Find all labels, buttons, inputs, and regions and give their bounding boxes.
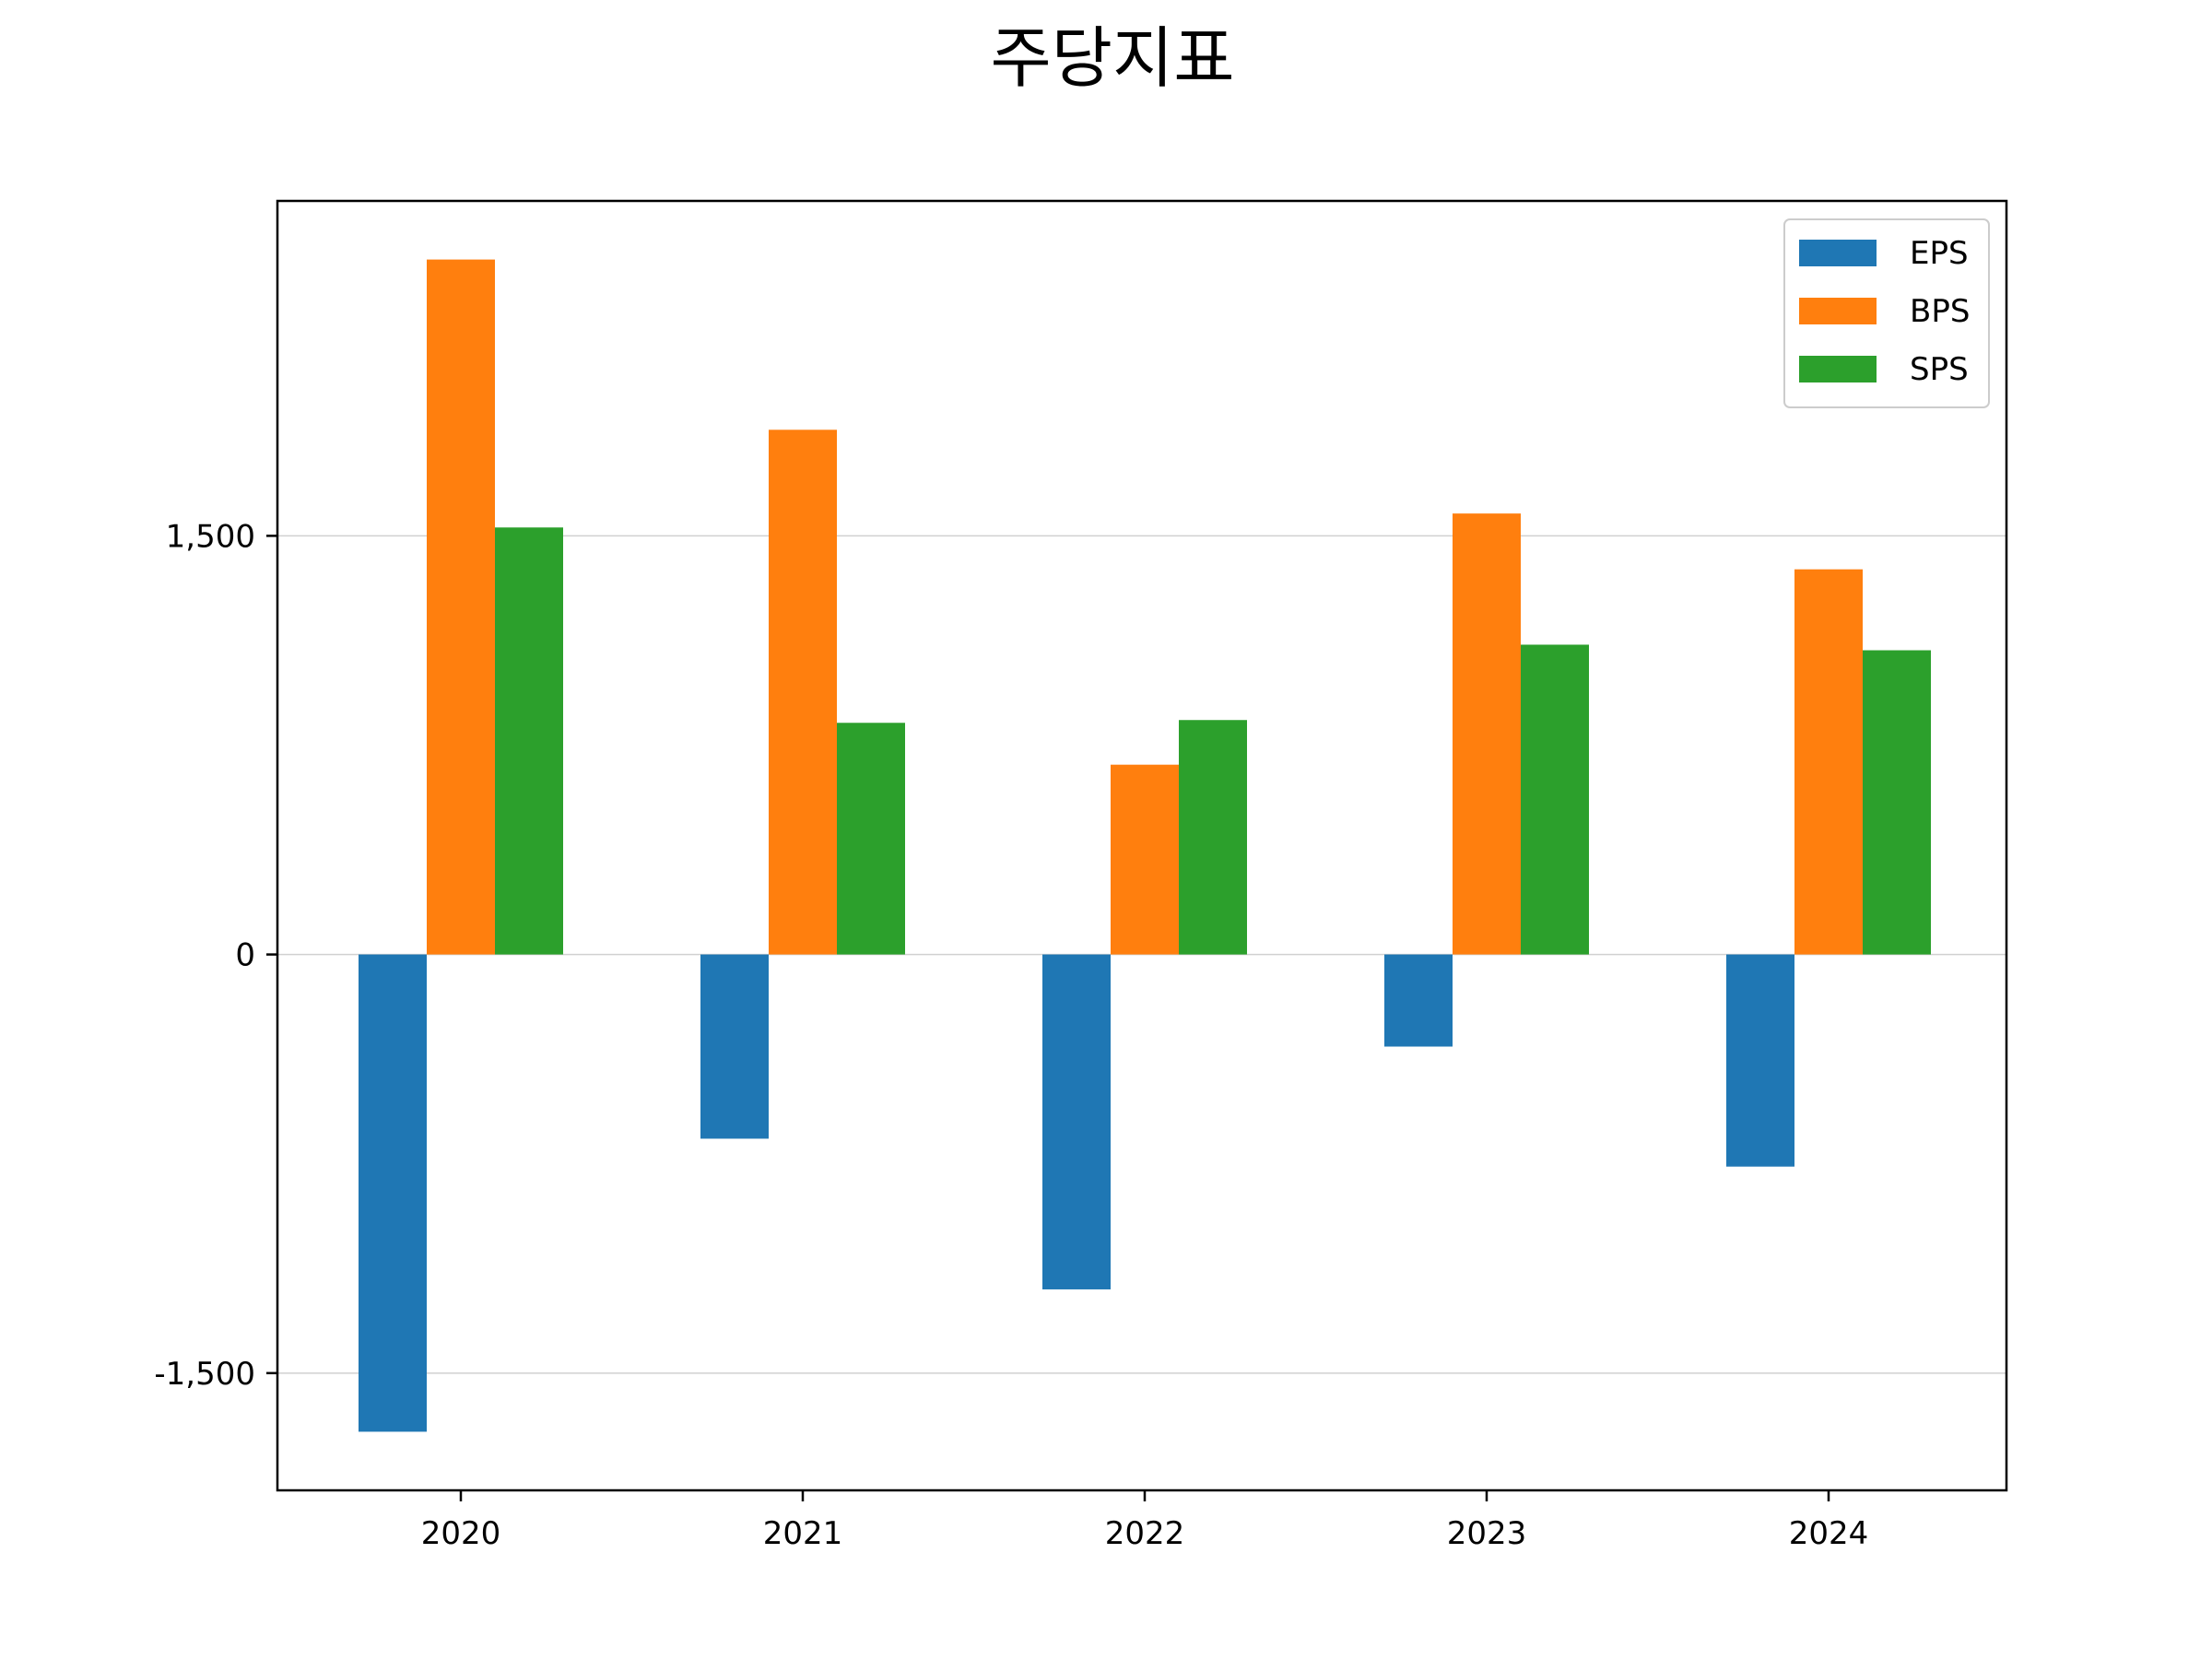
bar-sps-2023 [1521, 644, 1589, 955]
legend-label-sps: SPS [1910, 351, 1969, 388]
bar-eps-2020 [359, 954, 427, 1432]
bar-eps-2022 [1042, 954, 1111, 1289]
bar-bps-2023 [1453, 513, 1521, 955]
legend-label-bps: BPS [1910, 293, 1970, 330]
legend-label-eps: EPS [1910, 235, 1969, 272]
legend-swatch-sps [1799, 356, 1877, 382]
x-tick-label: 2021 [763, 1515, 843, 1552]
bar-eps-2024 [1726, 954, 1794, 1167]
x-tick-label: 2022 [1105, 1515, 1185, 1552]
x-axis: 2020 2021 2022 2023 2024 [421, 1490, 1869, 1552]
legend-swatch-bps [1799, 298, 1877, 324]
bar-bps-2022 [1111, 764, 1179, 955]
bar-bps-2021 [769, 429, 837, 955]
chart-title: 주당지표 [991, 19, 1235, 97]
x-tick-label: 2023 [1447, 1515, 1527, 1552]
legend-swatch-eps [1799, 240, 1877, 266]
x-tick-label: 2024 [1789, 1515, 1869, 1552]
bar-eps-2021 [700, 954, 769, 1139]
bars [359, 259, 1931, 1432]
bar-bps-2024 [1794, 569, 1863, 955]
x-tick-label: 2020 [421, 1515, 501, 1552]
bar-sps-2020 [495, 527, 563, 955]
bar-sps-2021 [837, 723, 905, 955]
bar-bps-2020 [427, 259, 495, 955]
y-tick-label: -1,500 [154, 1356, 255, 1393]
y-tick-label: 0 [235, 937, 255, 974]
y-tick-label: 1,500 [166, 518, 255, 555]
bar-sps-2024 [1863, 650, 1931, 955]
y-axis: -1,500 0 1,500 [154, 518, 277, 1393]
bar-sps-2022 [1179, 720, 1247, 955]
legend: EPS BPS SPS [1783, 218, 1990, 408]
plot-frame [276, 199, 2008, 1492]
bar-eps-2023 [1384, 954, 1453, 1047]
